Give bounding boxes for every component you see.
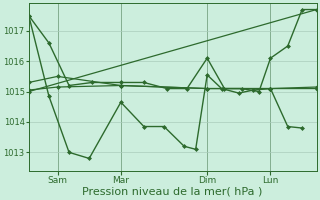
X-axis label: Pression niveau de la mer( hPa ): Pression niveau de la mer( hPa )	[83, 187, 263, 197]
